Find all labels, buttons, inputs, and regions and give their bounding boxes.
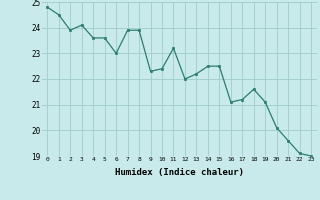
X-axis label: Humidex (Indice chaleur): Humidex (Indice chaleur) [115, 168, 244, 177]
